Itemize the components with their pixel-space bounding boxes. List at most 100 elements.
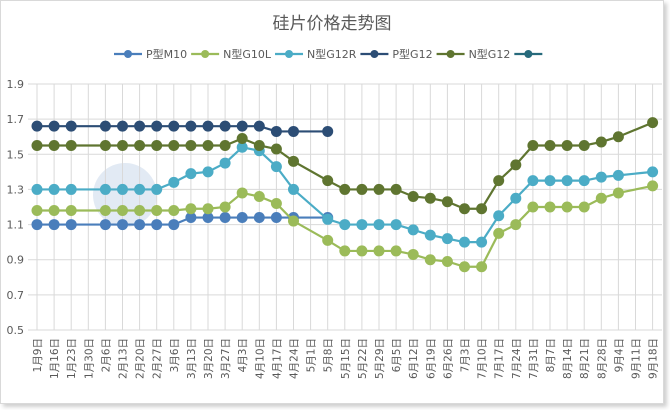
legend-item: P型M10 [114,47,187,61]
data-point [612,187,624,199]
data-point [134,183,146,195]
data-point [31,140,43,151]
data-point [236,132,248,144]
legend-item: N型G12R [275,47,357,61]
data-point [202,120,214,132]
data-point [236,141,248,153]
data-point [185,212,197,224]
legend-marker [124,50,132,58]
data-point [219,140,231,151]
series-N型G12R [31,141,659,248]
series-P型G12 [31,120,334,137]
data-point [168,140,180,151]
data-point [595,136,607,148]
data-point [236,120,248,132]
data-point [356,183,368,195]
x-tick-label: 4月10日 [254,338,266,379]
x-tick-label: 5月15日 [340,338,352,379]
data-point [612,169,624,181]
x-tick-label: 5月29日 [374,338,386,379]
data-point [493,210,505,222]
data-point [185,203,197,215]
data-point [202,166,214,178]
y-tick-label: 1.9 [7,78,25,91]
data-point [578,201,590,213]
data-point [527,140,539,151]
data-point [407,224,419,236]
data-point [65,140,77,151]
data-point [561,175,573,187]
data-point [510,219,522,231]
data-point [185,120,197,132]
x-tick-label: 4月17日 [271,338,283,379]
data-point [270,212,282,224]
data-point [202,212,214,224]
data-point [151,120,163,132]
x-tick-label: 3月13日 [186,338,198,379]
legend-item: P型G12 [360,47,433,61]
legend-marker [524,50,533,58]
x-tick-label: 5月1日 [306,338,318,372]
data-point [168,120,180,132]
legend-label: N型G12 [469,47,511,61]
legend-label: N型G12R [307,47,357,61]
data-point [373,183,385,195]
y-tick-label: 1.7 [7,113,25,126]
y-tick-label: 0.7 [7,289,25,302]
data-point [48,140,60,151]
data-point [168,205,180,217]
data-point [270,143,282,155]
data-point [48,219,60,231]
data-point [288,155,299,167]
data-point [647,180,659,192]
data-point [48,205,60,217]
x-tick-label: 3月20日 [203,338,215,379]
data-point [647,117,659,129]
x-tick-label: 2月6日 [100,338,112,372]
x-tick-label: 7月31日 [528,338,540,379]
data-point [441,255,453,267]
y-tick-label: 0.5 [7,324,25,337]
x-tick-label: 8月21日 [579,338,591,379]
y-tick-label: 1.5 [7,148,25,161]
data-point [339,245,351,257]
data-point [561,201,573,213]
x-tick-label: 7月10日 [477,338,489,379]
data-point [612,131,624,143]
x-tick-label: 6月26日 [442,338,454,379]
data-point [441,233,453,245]
data-point [99,183,111,195]
data-point [185,168,197,180]
data-point [134,120,146,132]
data-point [99,205,111,217]
x-tick-label: 8月7日 [545,338,557,372]
legend-marker [446,50,455,58]
series-line [37,125,328,133]
data-point [459,203,470,215]
data-point [31,219,43,231]
data-point [168,176,180,188]
data-point [322,234,334,246]
x-tick-label: 5月22日 [357,338,369,379]
legend-label: N型G10L [223,47,272,61]
data-point [48,183,60,195]
data-point [65,183,77,195]
series-N型G12 [31,117,659,215]
x-tick-label: 9月11日 [631,338,643,379]
series-line [37,216,328,226]
x-tick-label: 2月27日 [152,338,164,379]
x-tick-label: 1月30日 [83,338,95,379]
data-point [219,201,231,213]
data-point [493,175,505,187]
data-point [510,159,522,171]
data-point [202,203,214,215]
data-point [459,261,470,273]
data-point [390,183,402,195]
data-point [424,192,436,204]
data-point [31,183,43,195]
data-point [134,219,146,231]
data-point [356,245,368,257]
data-point [527,201,539,213]
data-point [441,196,453,208]
